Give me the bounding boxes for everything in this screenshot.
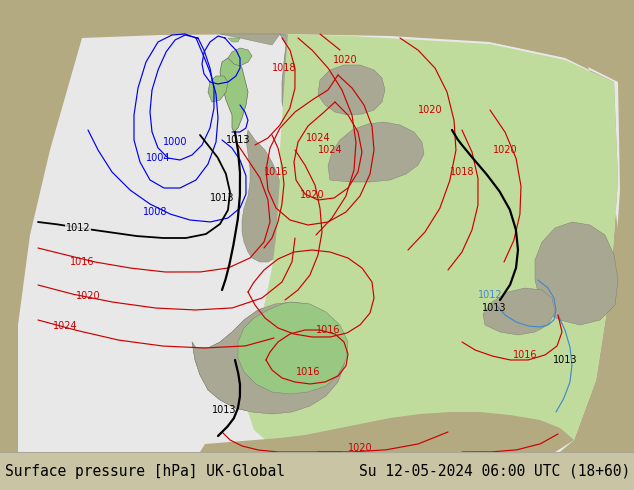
Text: 1004: 1004: [146, 153, 171, 163]
Polygon shape: [192, 302, 346, 414]
Text: 1024: 1024: [318, 145, 342, 155]
Text: 1024: 1024: [306, 133, 330, 143]
Text: 1020: 1020: [418, 105, 443, 115]
Polygon shape: [242, 130, 286, 262]
Polygon shape: [228, 48, 252, 66]
Text: 1008: 1008: [143, 207, 167, 217]
Polygon shape: [192, 302, 346, 414]
Polygon shape: [238, 302, 348, 394]
Polygon shape: [248, 34, 618, 452]
Text: 1013: 1013: [226, 135, 250, 145]
Text: 1016: 1016: [295, 367, 320, 377]
Text: 1013: 1013: [210, 193, 234, 203]
Text: Surface pressure [hPa] UK-Global: Surface pressure [hPa] UK-Global: [5, 464, 285, 479]
Polygon shape: [490, 36, 618, 452]
Polygon shape: [535, 222, 618, 325]
Text: 1013: 1013: [212, 405, 236, 415]
Polygon shape: [318, 65, 385, 115]
Bar: [0, 452, 634, 490]
Text: 1012: 1012: [477, 290, 502, 300]
Text: 1016: 1016: [513, 350, 537, 360]
Text: 1000: 1000: [163, 137, 187, 147]
Polygon shape: [18, 34, 620, 452]
Polygon shape: [483, 288, 555, 335]
Polygon shape: [238, 302, 348, 394]
Text: 1016: 1016: [264, 167, 288, 177]
Polygon shape: [208, 76, 228, 102]
Polygon shape: [228, 38, 240, 42]
Polygon shape: [200, 412, 574, 452]
Text: 1020: 1020: [347, 443, 372, 453]
Polygon shape: [328, 122, 424, 182]
Polygon shape: [220, 34, 280, 45]
Text: 1016: 1016: [316, 325, 340, 335]
Text: 1020: 1020: [75, 291, 100, 301]
Text: 1018: 1018: [272, 63, 296, 73]
Text: 1020: 1020: [300, 190, 325, 200]
Text: 1020: 1020: [333, 55, 358, 65]
Text: Su 12-05-2024 06:00 UTC (18+60): Su 12-05-2024 06:00 UTC (18+60): [359, 464, 630, 479]
Text: 1024: 1024: [53, 321, 77, 331]
Text: 1020: 1020: [493, 145, 517, 155]
Text: 1013: 1013: [553, 355, 577, 365]
Text: 1012: 1012: [66, 223, 90, 233]
Polygon shape: [220, 58, 248, 132]
Polygon shape: [285, 178, 398, 244]
Text: 1018: 1018: [450, 167, 474, 177]
Text: 1013: 1013: [482, 303, 507, 313]
Polygon shape: [280, 34, 392, 150]
Text: 1016: 1016: [70, 257, 94, 267]
